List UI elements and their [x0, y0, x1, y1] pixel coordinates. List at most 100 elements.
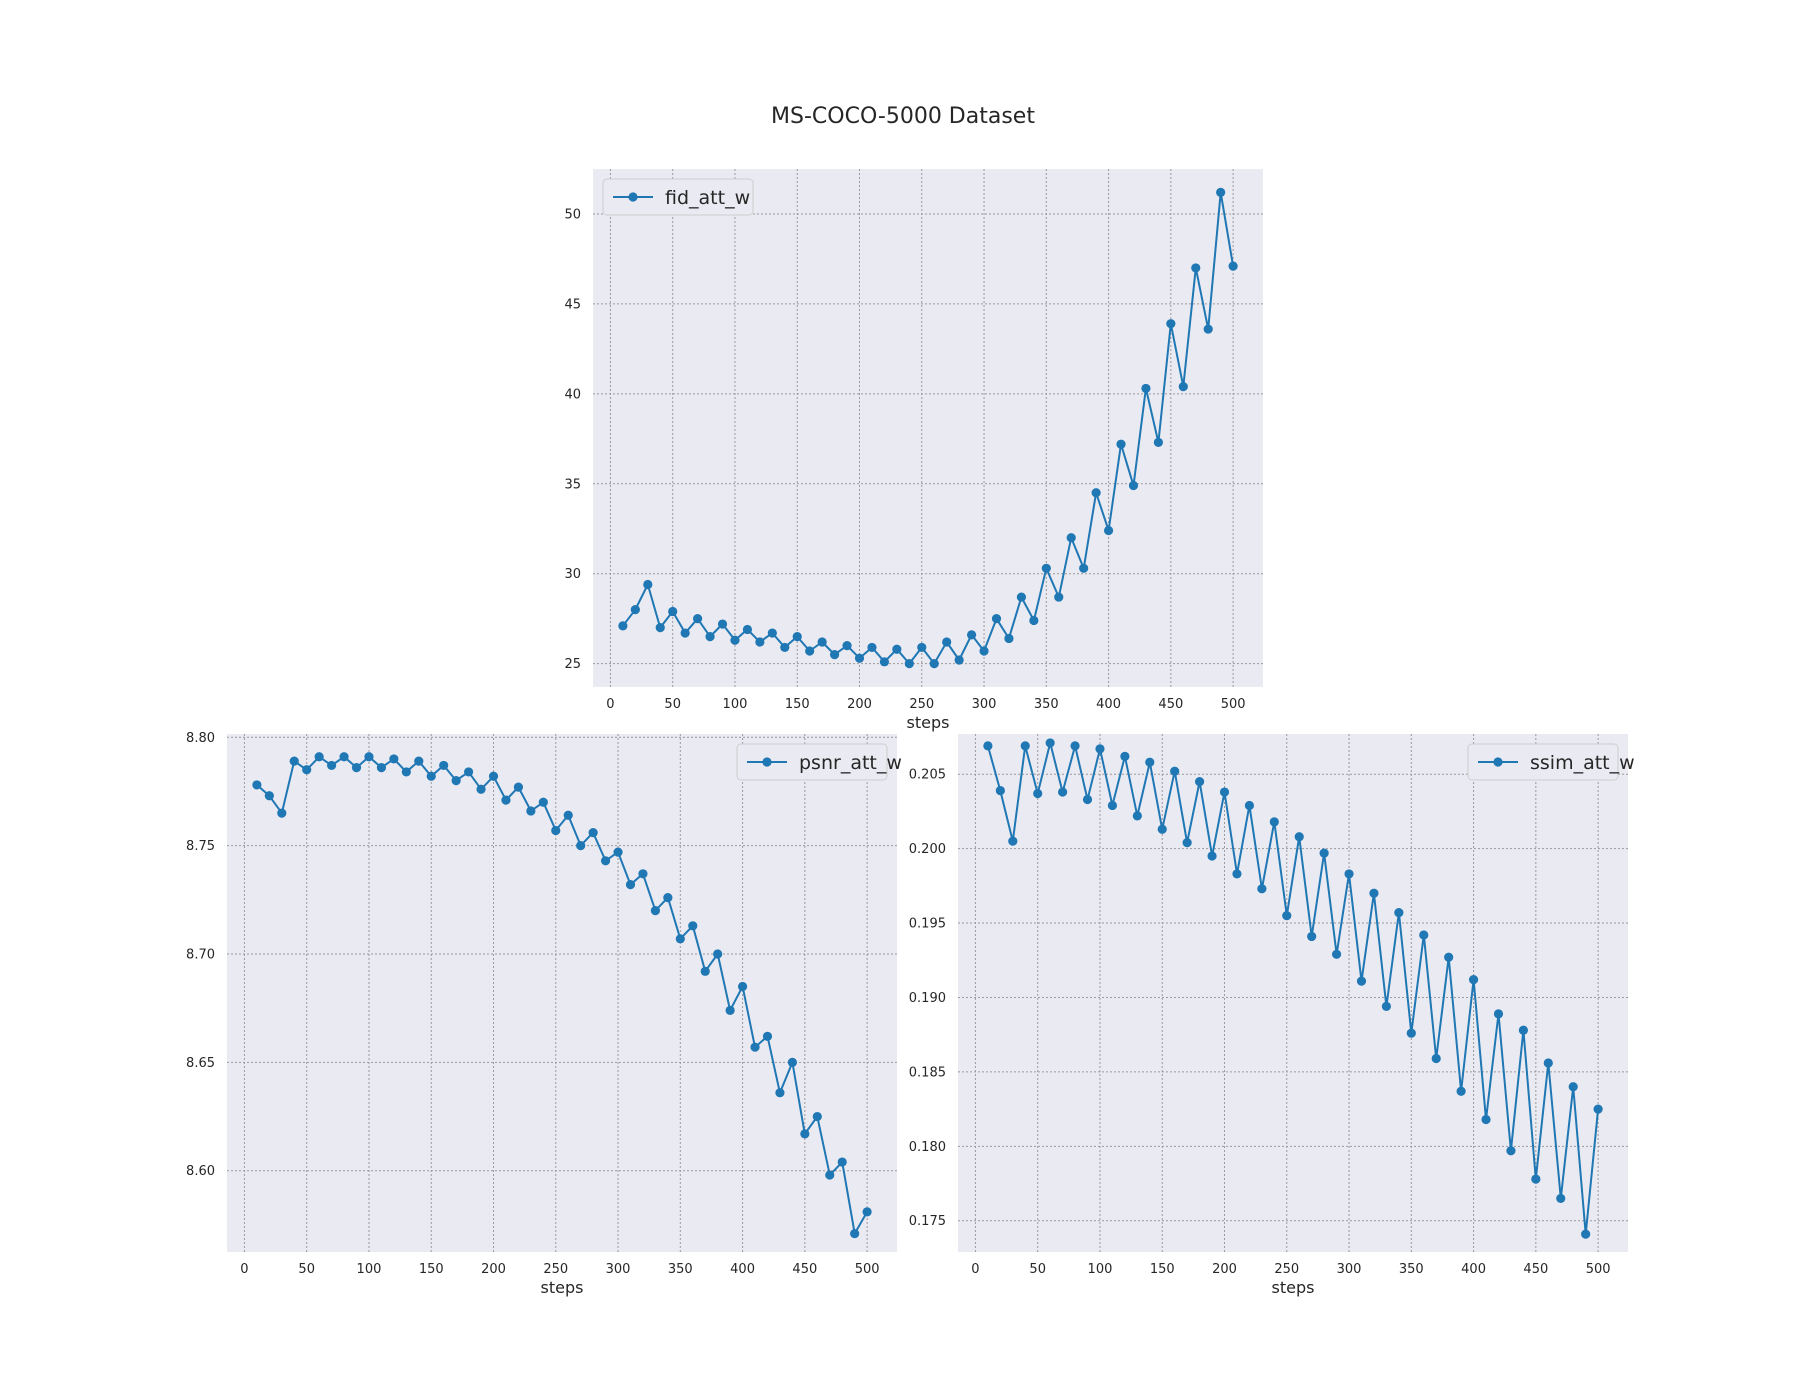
ssim-data-point: [1331, 949, 1342, 959]
ssim-data-point: [995, 785, 1005, 796]
ssim-data-point: [1481, 1114, 1491, 1125]
fid-data-point: [867, 642, 877, 653]
fid-y-tick-label: 40: [564, 387, 581, 402]
ssim-data-point: [1182, 838, 1192, 848]
fid-data-point: [1041, 563, 1051, 573]
fid-legend-label: fid_att_w: [665, 187, 750, 209]
ssim-data-point: [1556, 1193, 1566, 1204]
ssim-data-point: [1107, 800, 1118, 811]
fid-x-tick-label: 200: [847, 697, 872, 712]
fid-data-point: [1141, 383, 1151, 394]
psnr-data-point: [762, 1031, 773, 1041]
fid-data-point: [1016, 592, 1027, 602]
psnr-data-point: [351, 762, 362, 773]
ssim-data-point: [1045, 738, 1055, 748]
fid-data-point: [1054, 592, 1064, 602]
psnr-x-axis-label: steps: [541, 1278, 584, 1297]
psnr-data-point: [451, 775, 461, 786]
ssim-data-point: [1257, 884, 1267, 894]
psnr-y-tick-label: 8.75: [186, 839, 215, 854]
fid-data-point: [817, 637, 827, 647]
psnr-data-point: [750, 1042, 760, 1052]
ssim-data-point: [1344, 869, 1354, 879]
fid-data-point: [991, 614, 1002, 624]
fid-data-point: [854, 653, 865, 663]
psnr-x-tick-label: 450: [792, 1262, 817, 1277]
psnr-x-tick-label: 50: [298, 1262, 315, 1277]
ssim-data-point: [1219, 787, 1230, 797]
fid-data-point: [1228, 261, 1238, 271]
fid-y-tick-label: 35: [564, 477, 581, 492]
fid-legend: fid_att_w: [602, 178, 754, 216]
psnr-y-tick-label: 8.80: [186, 731, 215, 746]
fid-legend-marker: [628, 192, 638, 202]
ssim-data-point: [1095, 744, 1105, 754]
psnr-y-tick-label: 8.65: [186, 1056, 215, 1071]
ssim-legend: ssim_att_w: [1467, 743, 1635, 781]
fid-data-point: [742, 624, 753, 635]
fid-x-tick-label: 250: [909, 697, 934, 712]
psnr-data-point: [538, 797, 548, 807]
fid-data-point: [668, 606, 678, 617]
fid-x-tick-label: 150: [785, 697, 810, 712]
ssim-x-tick-label: 350: [1399, 1262, 1424, 1277]
psnr-plot-area: [227, 734, 897, 1252]
psnr-data-point: [563, 810, 573, 820]
psnr-data-point: [277, 808, 287, 818]
fid-data-point: [1091, 488, 1101, 498]
ssim-legend-box: [1467, 743, 1619, 781]
ssim-data-point: [1244, 800, 1255, 811]
ssim-data-point: [1008, 836, 1018, 846]
fid-chart: 0 50 100 150 200 250 300 350 400 450 500 25 30 35 40 45…: [564, 169, 1263, 732]
psnr-x-tick-label: 500: [855, 1262, 880, 1277]
ssim-data-point: [1120, 751, 1130, 761]
ssim-data-point: [1394, 908, 1404, 918]
fid-plot-area: [593, 169, 1263, 687]
ssim-data-point: [1157, 824, 1167, 834]
ssim-data-point: [1444, 952, 1454, 962]
psnr-data-point: [488, 771, 499, 781]
fid-data-point: [1128, 480, 1139, 491]
psnr-y-tick-label: 8.70: [186, 947, 215, 962]
fid-x-tick-label: 0: [606, 697, 614, 712]
psnr-data-point: [576, 841, 586, 851]
psnr-data-point: [327, 760, 337, 771]
ssim-x-tick-label: 200: [1212, 1262, 1237, 1277]
ssim-data-point: [1518, 1025, 1528, 1035]
psnr-data-point: [463, 767, 474, 777]
fid-data-point: [1004, 633, 1014, 644]
fid-data-point: [1116, 439, 1126, 449]
fid-data-point: [618, 621, 628, 631]
psnr-legend: psnr_att_w: [736, 743, 902, 781]
fid-data-point: [717, 619, 728, 629]
ssim-data-point: [1468, 975, 1479, 985]
fid-x-tick-label: 400: [1096, 697, 1121, 712]
fid-data-point: [755, 637, 765, 647]
ssim-y-tick-label: 0.185: [909, 1065, 946, 1080]
psnr-data-point: [713, 949, 723, 959]
ssim-data-point: [1207, 851, 1217, 861]
fid-data-point: [1103, 525, 1114, 536]
ssim-x-tick-label: 0: [971, 1262, 979, 1277]
ssim-data-point: [1194, 777, 1205, 787]
ssim-x-tick-label: 500: [1586, 1262, 1611, 1277]
fid-y-tick-label: 25: [564, 657, 581, 672]
psnr-x-tick-label: 350: [668, 1262, 693, 1277]
psnr-x-tick-label: 100: [357, 1262, 382, 1277]
fid-data-point: [904, 659, 914, 669]
psnr-data-point: [663, 893, 673, 903]
psnr-data-point: [625, 880, 636, 890]
ssim-data-point: [983, 741, 993, 751]
psnr-data-point: [613, 847, 623, 857]
ssim-data-point: [1568, 1082, 1578, 1092]
ssim-legend-label: ssim_att_w: [1530, 752, 1635, 774]
ssim-data-point: [1419, 930, 1429, 940]
ssim-data-point: [1543, 1058, 1553, 1068]
ssim-x-axis-label: steps: [1272, 1278, 1315, 1297]
ssim-data-point: [1319, 848, 1329, 858]
ssim-data-point: [1058, 787, 1068, 797]
fid-data-point: [730, 635, 740, 645]
figure-title: MS-COCO-5000 Dataset: [771, 104, 1035, 129]
ssim-y-tick-label: 0.175: [909, 1214, 946, 1229]
psnr-data-point: [862, 1207, 872, 1217]
